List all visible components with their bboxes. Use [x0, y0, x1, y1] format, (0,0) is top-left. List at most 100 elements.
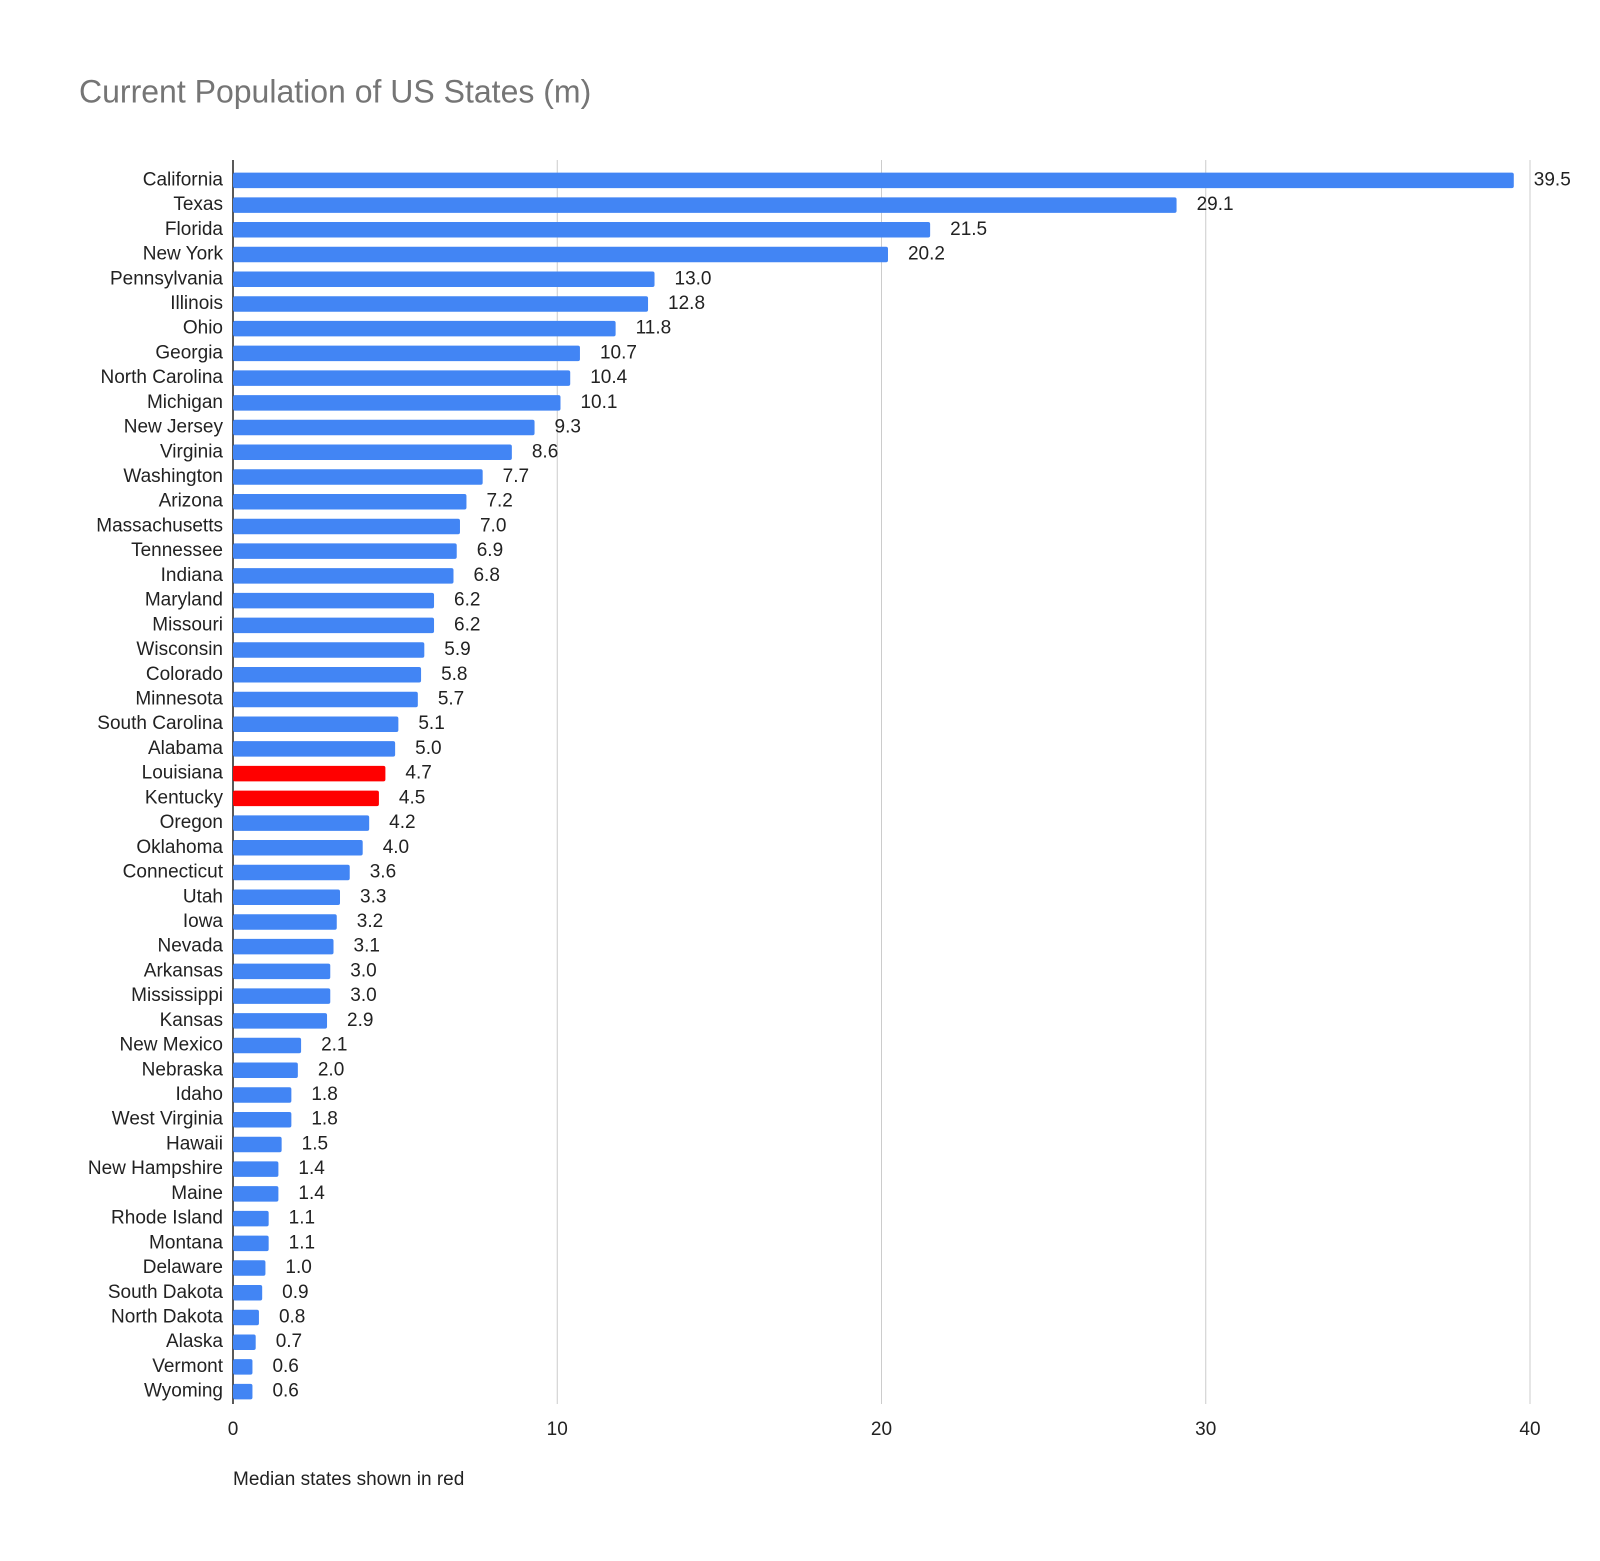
x-tick-label: 20: [871, 1419, 892, 1440]
y-tick-label: Idaho: [175, 1084, 223, 1105]
value-label: 6.8: [473, 565, 499, 586]
y-tick-label: Wisconsin: [136, 639, 223, 660]
y-tick-label: Texas: [173, 194, 223, 215]
value-label: 6.2: [454, 590, 480, 611]
value-label: 0.8: [279, 1306, 305, 1327]
value-label: 3.1: [354, 936, 380, 957]
value-label: 4.2: [389, 812, 415, 833]
y-tick-label: Louisiana: [142, 763, 224, 784]
y-tick-label: West Virginia: [112, 1109, 224, 1130]
value-label: 1.8: [311, 1084, 337, 1105]
bar: [233, 1161, 279, 1177]
value-label: 2.1: [321, 1035, 347, 1056]
bar: [233, 1013, 328, 1029]
bar: [233, 1359, 253, 1375]
value-label: 1.1: [289, 1232, 315, 1253]
y-tick-label: Oregon: [160, 812, 223, 833]
y-tick-label: North Carolina: [101, 367, 224, 388]
y-tick-label: Virginia: [160, 441, 223, 462]
bar: [233, 1186, 279, 1202]
y-tick-label: Oklahoma: [136, 837, 223, 858]
bar: [233, 592, 435, 609]
bar: [233, 1062, 298, 1079]
bar: [233, 197, 1177, 213]
y-tick-label: Maine: [171, 1183, 223, 1204]
value-label: 4.0: [383, 837, 409, 858]
bar: [233, 889, 341, 905]
y-tick-label: Florida: [165, 219, 224, 240]
y-tick-label: Kentucky: [145, 787, 224, 808]
value-label: 1.1: [289, 1208, 315, 1229]
value-label: 6.2: [454, 614, 480, 635]
value-label: 3.0: [350, 985, 376, 1006]
value-label: 9.3: [555, 417, 581, 438]
y-tick-label: Nebraska: [142, 1059, 224, 1080]
value-label: 4.5: [399, 787, 425, 808]
value-label: 1.5: [302, 1133, 328, 1154]
bar: [233, 246, 888, 263]
chart-note: Median states shown in red: [233, 1469, 464, 1490]
y-tick-label: Montana: [149, 1232, 223, 1253]
value-label: 0.9: [282, 1282, 308, 1303]
y-tick-label: Arizona: [159, 491, 224, 512]
bar: [233, 1235, 269, 1252]
y-tick-label: New Jersey: [124, 417, 224, 438]
bar: [233, 543, 457, 559]
bar: [233, 296, 649, 312]
value-label: 1.4: [298, 1183, 325, 1204]
bar: [233, 1285, 263, 1301]
y-tick-label: Georgia: [155, 342, 223, 363]
value-label: 12.8: [668, 293, 705, 314]
value-label: 5.7: [438, 688, 464, 709]
value-label: 1.4: [298, 1158, 325, 1179]
bar: [233, 938, 334, 955]
bar: [233, 320, 616, 337]
value-label: 3.0: [350, 960, 376, 981]
bar: [233, 370, 571, 386]
y-tick-label: Utah: [183, 886, 223, 907]
bar: [233, 840, 363, 856]
bar: [233, 419, 535, 436]
y-tick-label: New Mexico: [120, 1035, 223, 1056]
value-label: 20.2: [908, 244, 945, 265]
value-label: 11.8: [636, 318, 672, 339]
bar: [233, 617, 435, 634]
y-tick-label: California: [143, 169, 224, 190]
bar: [233, 914, 337, 930]
y-tick-label: New York: [143, 244, 224, 265]
y-tick-label: Connecticut: [123, 862, 224, 883]
y-tick-label: Ohio: [183, 318, 223, 339]
y-tick-label: Delaware: [143, 1257, 223, 1278]
value-label: 10.1: [580, 392, 617, 413]
bar: [233, 741, 396, 757]
bar: [233, 469, 483, 485]
y-tick-label: Hawaii: [166, 1133, 223, 1154]
y-tick-label: Iowa: [183, 911, 224, 932]
x-tick-label: 30: [1195, 1419, 1216, 1440]
bar: [233, 864, 350, 881]
x-tick-label: 0: [228, 1419, 239, 1440]
y-tick-label: Michigan: [147, 392, 223, 413]
value-label: 13.0: [675, 268, 712, 289]
value-label: 8.6: [532, 441, 558, 462]
bar: [233, 765, 386, 782]
bar: [233, 172, 1514, 189]
bar: [233, 568, 454, 584]
y-tick-label: Illinois: [170, 293, 223, 314]
value-label: 39.5: [1534, 169, 1571, 190]
value-label: 1.0: [285, 1257, 311, 1278]
bar: [233, 222, 931, 238]
y-tick-label: Indiana: [161, 565, 224, 586]
bar: [233, 271, 655, 287]
chart-title: Current Population of US States (m): [79, 73, 591, 109]
value-label: 1.8: [311, 1109, 337, 1130]
bar: [233, 1210, 269, 1227]
y-tick-label: Arkansas: [144, 960, 223, 981]
value-label: 5.0: [415, 738, 441, 759]
bar: [233, 1037, 302, 1054]
bar: [233, 1383, 253, 1400]
bar: [233, 444, 512, 461]
x-tick-label: 10: [547, 1419, 568, 1440]
value-label: 7.7: [503, 466, 529, 487]
bar: [233, 716, 399, 732]
